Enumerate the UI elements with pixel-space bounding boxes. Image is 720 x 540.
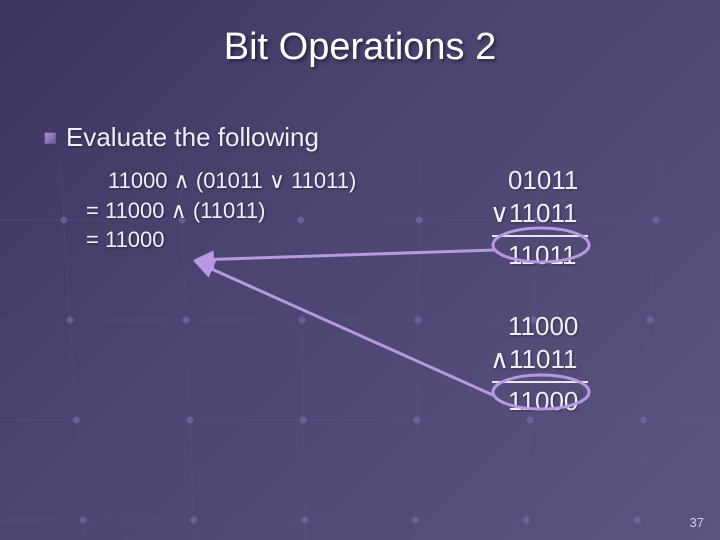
calc-line-3: = 11000 bbox=[86, 225, 356, 255]
bullet-text: Evaluate the following bbox=[66, 122, 319, 153]
or-operation-block: 01011 ∨11011 11011 bbox=[490, 164, 588, 272]
calculation-steps: 11000 ∧ (01011 ∨ 11011) = 11000 ∧ (11011… bbox=[86, 166, 356, 255]
and-operand-b: ∧11011 bbox=[490, 343, 588, 376]
and-divider bbox=[492, 381, 588, 383]
and-result: 11000 bbox=[490, 385, 578, 418]
pointer-arrow bbox=[196, 262, 495, 396]
calc-line-1: 11000 ∧ (01011 ∨ 11011) bbox=[86, 166, 356, 196]
and-operand-a: 11000 bbox=[490, 310, 578, 343]
or-operand-a: 01011 bbox=[490, 164, 578, 197]
or-operand-b: ∨11011 bbox=[490, 197, 588, 230]
bullet-icon bbox=[44, 132, 56, 144]
or-result: 11011 bbox=[490, 239, 576, 272]
page-number: 37 bbox=[690, 515, 704, 530]
pointer-arrows bbox=[196, 250, 495, 396]
calc-line-2: = 11000 ∧ (11011) bbox=[86, 196, 356, 226]
background-grid bbox=[0, 0, 720, 540]
bullet-item: Evaluate the following bbox=[44, 122, 319, 153]
or-divider bbox=[492, 235, 588, 237]
annotation-overlay bbox=[0, 0, 720, 540]
slide-title: Bit Operations 2 bbox=[0, 26, 720, 69]
and-operation-block: 11000 ∧11011 11000 bbox=[490, 310, 588, 418]
